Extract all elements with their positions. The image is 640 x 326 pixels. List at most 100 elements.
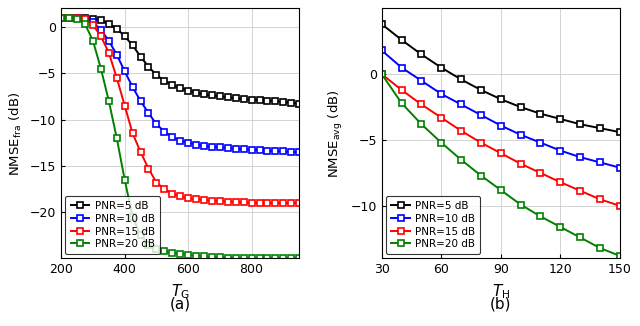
PNR=20 dB (58, 16, 65, 20)
PNR=10 dB (248, 148, 255, 152)
Legend: PNR=5 dB, PNR=10 dB, PNR=15 dB, PNR=20 dB: PNR=5 dB, PNR=10 dB, PNR=15 dB, PNR=20 d… (65, 196, 160, 254)
PNR=20 dB (208, 255, 216, 259)
PNR=10 dB (224, 146, 232, 150)
PNR=15 dB (121, 104, 129, 108)
PNR=10 dB (287, 150, 295, 154)
PNR=10 dB (89, 20, 97, 24)
PNR=20 dB (216, 255, 224, 259)
PNR=15 dB (256, 201, 264, 205)
PNR=10 dB (280, 150, 287, 154)
PNR=10 dB (129, 85, 136, 89)
PNR=10 dB (477, 113, 484, 117)
PNR=5 dB (417, 52, 425, 56)
PNR=15 dB (536, 171, 544, 175)
PNR=20 dB (152, 247, 160, 251)
Text: (a): (a) (170, 296, 191, 311)
PNR=5 dB (208, 94, 216, 97)
PNR=5 dB (192, 91, 200, 95)
PNR=15 dB (295, 201, 303, 205)
PNR=20 dB (271, 257, 279, 260)
PNR=15 dB (378, 72, 386, 76)
PNR=20 dB (232, 256, 239, 260)
Y-axis label: NMSE$_\mathrm{avg}$ (dB): NMSE$_\mathrm{avg}$ (dB) (327, 89, 345, 178)
PNR=5 dB (232, 96, 239, 100)
PNR=5 dB (113, 27, 120, 31)
PNR=20 dB (457, 158, 465, 162)
PNR=5 dB (437, 66, 445, 69)
PNR=10 dB (121, 69, 129, 73)
PNR=10 dB (105, 39, 113, 43)
PNR=5 dB (457, 78, 465, 82)
PNR=15 dB (576, 189, 584, 193)
PNR=20 dB (129, 215, 136, 219)
X-axis label: $T_\mathrm{H}$: $T_\mathrm{H}$ (492, 282, 510, 301)
PNR=5 dB (477, 88, 484, 92)
PNR=15 dB (97, 34, 105, 38)
Line: PNR=20 dB: PNR=20 dB (58, 14, 302, 262)
Legend: PNR=5 dB, PNR=10 dB, PNR=15 dB, PNR=20 dB: PNR=5 dB, PNR=10 dB, PNR=15 dB, PNR=20 d… (386, 196, 481, 254)
PNR=20 dB (65, 16, 73, 20)
PNR=10 dB (536, 141, 544, 145)
PNR=15 dB (137, 150, 145, 154)
PNR=15 dB (168, 192, 176, 196)
PNR=10 dB (177, 139, 184, 143)
PNR=20 dB (81, 22, 89, 26)
PNR=5 dB (536, 112, 544, 116)
PNR=5 dB (184, 89, 192, 93)
PNR=5 dB (121, 34, 129, 38)
PNR=10 dB (497, 124, 504, 127)
PNR=5 dB (295, 102, 303, 106)
PNR=10 dB (184, 141, 192, 145)
PNR=5 dB (73, 16, 81, 20)
PNR=10 dB (168, 135, 176, 139)
PNR=5 dB (224, 95, 232, 99)
PNR=15 dB (280, 201, 287, 205)
PNR=5 dB (97, 19, 105, 22)
PNR=20 dB (256, 257, 264, 260)
PNR=5 dB (81, 16, 89, 20)
PNR=5 dB (177, 86, 184, 90)
PNR=20 dB (121, 178, 129, 182)
PNR=10 dB (576, 155, 584, 159)
PNR=20 dB (576, 235, 584, 239)
PNR=10 dB (161, 130, 168, 134)
PNR=20 dB (73, 17, 81, 21)
PNR=5 dB (264, 98, 271, 102)
PNR=15 dB (556, 180, 564, 184)
PNR=10 dB (97, 28, 105, 32)
Line: PNR=5 dB: PNR=5 dB (58, 14, 302, 107)
PNR=15 dB (200, 198, 208, 202)
PNR=5 dB (287, 101, 295, 105)
PNR=15 dB (271, 201, 279, 205)
PNR=10 dB (295, 151, 303, 155)
PNR=10 dB (192, 142, 200, 146)
PNR=5 dB (105, 22, 113, 26)
PNR=10 dB (58, 16, 65, 20)
PNR=20 dB (145, 243, 152, 246)
PNR=10 dB (457, 102, 465, 106)
PNR=20 dB (596, 246, 604, 250)
PNR=10 dB (271, 149, 279, 153)
PNR=20 dB (437, 141, 445, 145)
PNR=15 dB (89, 23, 97, 27)
PNR=20 dB (137, 233, 145, 237)
PNR=20 dB (477, 173, 484, 177)
PNR=20 dB (516, 202, 524, 206)
PNR=10 dB (437, 92, 445, 96)
PNR=10 dB (65, 16, 73, 20)
PNR=20 dB (556, 225, 564, 229)
PNR=10 dB (145, 111, 152, 115)
PNR=10 dB (208, 145, 216, 149)
PNR=15 dB (437, 116, 445, 120)
PNR=5 dB (137, 54, 145, 58)
PNR=20 dB (497, 188, 504, 192)
PNR=15 dB (216, 199, 224, 203)
PNR=5 dB (248, 98, 255, 102)
PNR=15 dB (397, 88, 405, 92)
Y-axis label: NMSE$_\mathrm{fra}$ (dB): NMSE$_\mathrm{fra}$ (dB) (8, 91, 24, 175)
PNR=5 dB (240, 97, 248, 101)
PNR=20 dB (97, 67, 105, 70)
PNR=10 dB (616, 166, 623, 170)
PNR=5 dB (271, 99, 279, 103)
PNR=5 dB (152, 73, 160, 77)
